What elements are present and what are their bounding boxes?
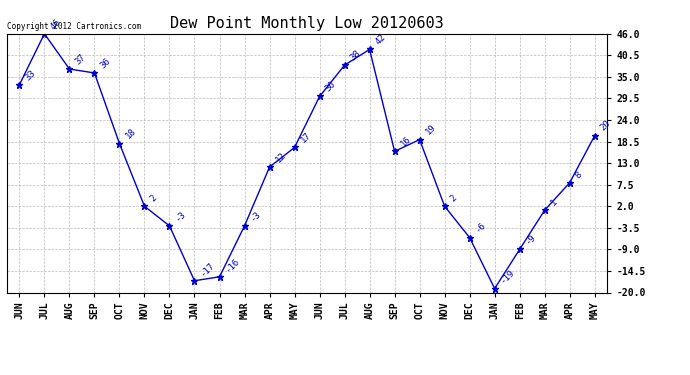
Text: -9: -9 [524, 232, 538, 247]
Text: 8: 8 [574, 170, 584, 180]
Text: 33: 33 [23, 68, 37, 82]
Text: 37: 37 [74, 52, 88, 66]
Text: -16: -16 [224, 256, 241, 274]
Title: Dew Point Monthly Low 20120603: Dew Point Monthly Low 20120603 [170, 16, 444, 31]
Text: 36: 36 [99, 56, 112, 70]
Text: 46: 46 [48, 17, 63, 31]
Text: 2: 2 [148, 193, 159, 204]
Text: 17: 17 [299, 131, 313, 145]
Text: 1: 1 [549, 197, 559, 207]
Text: -3: -3 [248, 209, 263, 223]
Text: -17: -17 [199, 260, 217, 278]
Text: Copyright 2012 Cartronics.com: Copyright 2012 Cartronics.com [7, 22, 141, 31]
Text: 2: 2 [448, 193, 459, 204]
Text: 18: 18 [124, 127, 137, 141]
Text: 30: 30 [324, 80, 337, 94]
Text: 38: 38 [348, 48, 363, 62]
Text: -6: -6 [474, 221, 488, 235]
Text: 19: 19 [424, 123, 437, 137]
Text: 16: 16 [399, 135, 413, 148]
Text: 20: 20 [599, 119, 613, 133]
Text: 12: 12 [274, 150, 288, 164]
Text: -3: -3 [174, 209, 188, 223]
Text: -19: -19 [499, 268, 517, 286]
Text: 42: 42 [374, 33, 388, 46]
